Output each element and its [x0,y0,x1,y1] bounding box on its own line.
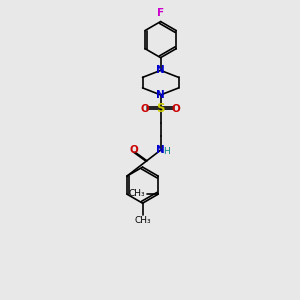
Text: F: F [157,8,164,18]
Text: CH₃: CH₃ [129,189,146,198]
Text: S: S [156,102,165,115]
Text: O: O [141,104,150,114]
Text: O: O [172,104,180,114]
Text: H: H [163,147,170,156]
Text: O: O [130,145,139,155]
Text: CH₃: CH₃ [134,216,151,225]
Text: N: N [156,90,165,100]
Text: N: N [156,145,165,155]
Text: N: N [156,65,165,75]
